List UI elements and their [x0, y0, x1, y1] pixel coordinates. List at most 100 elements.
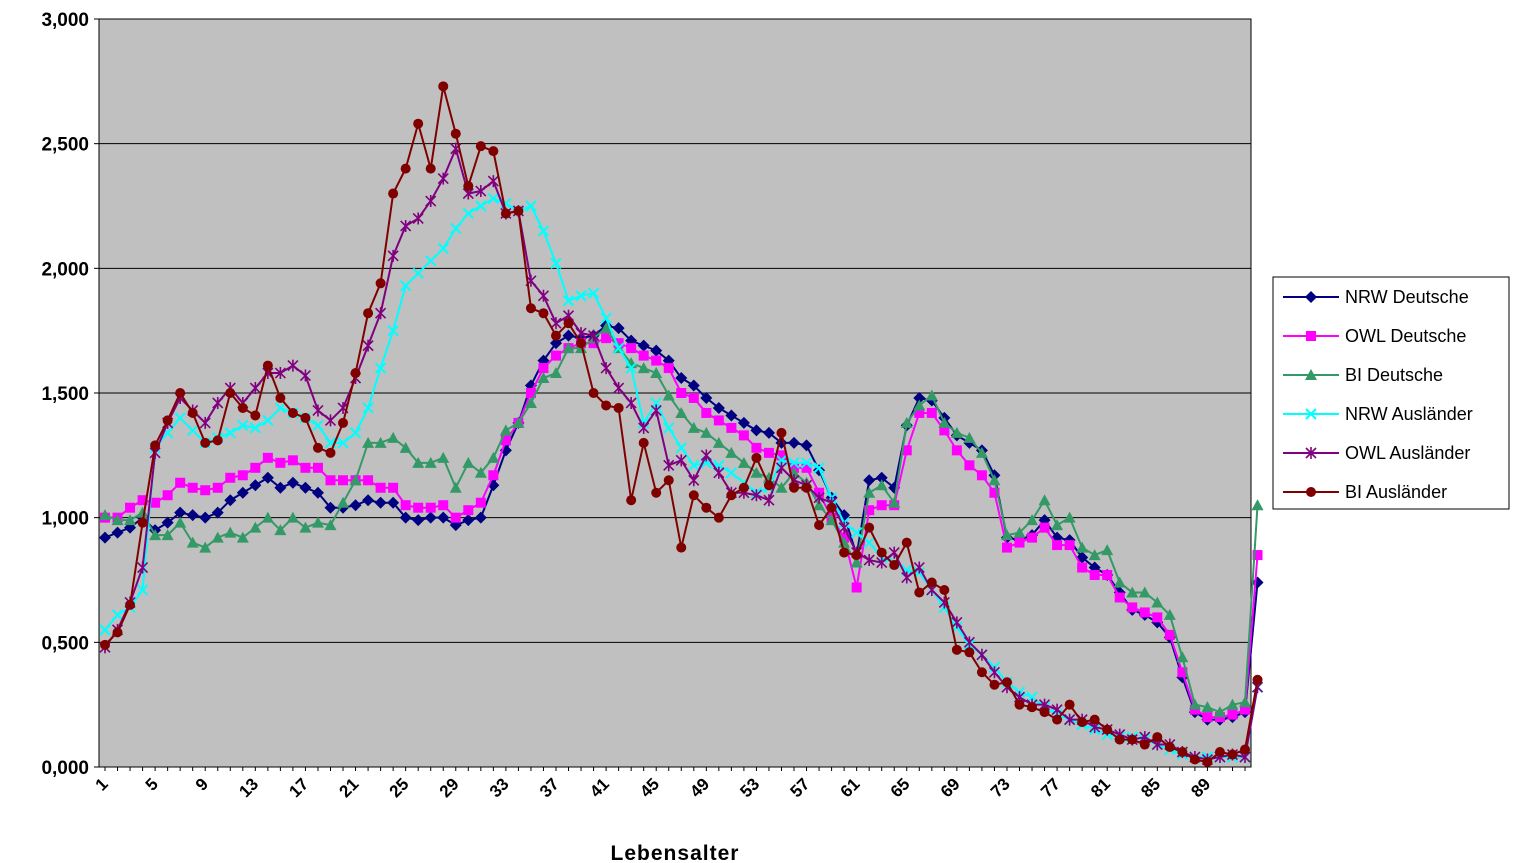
data-point — [500, 208, 511, 219]
data-point — [311, 516, 324, 528]
data-point — [1014, 537, 1025, 548]
data-point — [650, 344, 663, 357]
data-point — [825, 514, 838, 526]
data-point — [925, 389, 938, 401]
data-point — [375, 278, 386, 289]
data-point — [637, 362, 650, 374]
data-point — [1027, 532, 1038, 543]
data-point — [1202, 757, 1213, 768]
data-point — [1227, 749, 1238, 760]
data-point — [374, 362, 387, 374]
data-point — [300, 462, 311, 473]
data-point — [562, 329, 575, 342]
legend-item: NRW Ausländer — [1283, 404, 1473, 424]
legend-marker — [1305, 291, 1317, 303]
data-point — [312, 419, 324, 432]
data-point — [701, 407, 712, 418]
data-point — [475, 185, 487, 198]
data-point — [287, 407, 298, 418]
data-point — [212, 396, 224, 409]
data-point — [525, 388, 536, 398]
data-point — [412, 456, 425, 468]
data-point — [400, 219, 412, 232]
data-point — [274, 402, 287, 414]
data-point — [150, 440, 161, 451]
x-tick-label: 69 — [937, 774, 964, 801]
data-point — [274, 524, 287, 536]
data-point — [951, 616, 963, 629]
data-point — [625, 396, 637, 409]
data-point — [713, 466, 725, 479]
y-tick-label: 1,500 — [41, 384, 89, 405]
series-group — [99, 81, 1264, 768]
data-point — [224, 526, 237, 538]
data-point — [651, 487, 662, 498]
data-point — [338, 475, 349, 486]
data-point — [1189, 754, 1200, 765]
data-point — [550, 330, 561, 341]
data-point — [186, 536, 199, 548]
data-point — [1251, 499, 1264, 511]
data-point — [1213, 706, 1226, 718]
data-point — [588, 388, 599, 398]
data-point — [712, 401, 725, 414]
data-point — [625, 362, 637, 374]
data-point — [976, 470, 987, 481]
legend-item: BI Deutsche — [1283, 365, 1443, 385]
data-point — [1202, 712, 1213, 723]
data-point — [111, 514, 124, 526]
data-point — [362, 339, 374, 352]
data-point — [1240, 704, 1250, 715]
data-point — [538, 308, 549, 319]
data-point — [524, 396, 537, 408]
data-point — [236, 531, 249, 543]
data-point — [1214, 747, 1225, 758]
data-point — [424, 456, 437, 468]
data-point — [437, 451, 450, 463]
data-point — [726, 422, 737, 433]
data-point — [224, 494, 237, 507]
data-point — [675, 454, 687, 467]
data-point — [751, 442, 762, 453]
data-point — [362, 402, 374, 414]
data-point — [976, 648, 988, 661]
data-point — [349, 499, 362, 512]
data-point — [612, 342, 625, 354]
data-point — [162, 490, 173, 501]
data-point — [1014, 699, 1025, 710]
data-point — [211, 506, 224, 519]
data-point — [1177, 747, 1188, 758]
data-point — [299, 521, 312, 533]
data-point — [99, 624, 111, 636]
data-point — [550, 257, 562, 270]
data-point — [425, 502, 436, 513]
data-point — [788, 436, 801, 449]
data-point — [600, 362, 612, 375]
data-point — [312, 404, 324, 417]
data-point — [750, 424, 763, 437]
data-point — [1077, 717, 1088, 728]
data-point — [550, 317, 562, 330]
data-point — [287, 359, 299, 372]
data-point — [676, 542, 687, 553]
data-point — [162, 415, 173, 426]
data-point — [1139, 739, 1150, 750]
data-point — [600, 312, 612, 324]
data-point — [1063, 511, 1076, 523]
data-point — [500, 435, 511, 446]
x-tick-label: 37 — [536, 774, 563, 801]
data-point — [337, 496, 350, 508]
data-point — [951, 445, 962, 456]
data-point — [363, 308, 374, 319]
x-tick-label: 21 — [336, 774, 363, 801]
data-point — [688, 474, 700, 487]
data-point — [1051, 703, 1063, 716]
data-point — [964, 647, 975, 658]
data-point — [413, 502, 424, 513]
data-point — [626, 495, 637, 506]
data-point — [350, 368, 361, 379]
data-point — [613, 402, 624, 413]
data-point — [1102, 724, 1113, 735]
legend-label: NRW Deutsche — [1345, 287, 1469, 307]
data-point — [550, 350, 561, 361]
